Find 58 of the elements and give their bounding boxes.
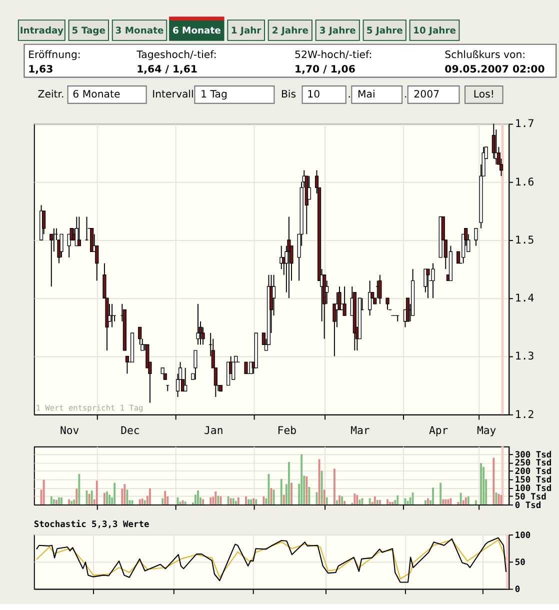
- x-tick-label: Nov: [60, 424, 80, 438]
- x-tick-label: Dec: [120, 424, 140, 438]
- text: Bis: [280, 90, 296, 101]
- y-tick-label: 50 Tsd: [514, 492, 546, 502]
- chart-title: Stochastic 5,3,3 Werte: [34, 518, 150, 530]
- text: .: [404, 90, 408, 101]
- y-tick-label: 1.5: [514, 233, 534, 246]
- text: 2 Jahre: [272, 26, 308, 37]
- text: Tageshoch/-tief:: [136, 50, 217, 61]
- y-tick-label: 1.6: [514, 175, 534, 188]
- text: 52W-hoch/-tief:: [294, 50, 372, 61]
- text: 1 Jahr: [230, 26, 262, 37]
- y-tick-label: 0: [514, 585, 520, 596]
- text: 5 Tage: [72, 26, 106, 37]
- x-tick-label: May: [476, 424, 496, 438]
- text: Intervall: [152, 90, 194, 101]
- annotation: 1 Wert entspricht 1 Tag: [36, 404, 144, 413]
- text: 1,70 / 1,06: [294, 64, 356, 76]
- text: Eröffnung:: [28, 50, 81, 61]
- text: Zeitr.: [38, 90, 64, 101]
- candlestick: [184, 367, 188, 392]
- x-tick-label: Mar: [350, 424, 370, 438]
- text: 3 Jahre: [319, 26, 356, 37]
- text: 10: [307, 90, 320, 101]
- candlestick: [77, 216, 81, 246]
- candlestick: [474, 228, 478, 246]
- candlestick: [194, 350, 198, 380]
- y-tick-label: 0 Tsd: [514, 500, 542, 511]
- y-tick-label: 50: [514, 558, 526, 568]
- y-tick-label: 100: [514, 530, 531, 541]
- candlestick: [95, 245, 99, 282]
- text: 1,64 / 1,61: [136, 64, 198, 76]
- candlestick: [386, 298, 390, 310]
- y-tick-label: 1.3: [514, 350, 534, 363]
- x-tick-label: Jan: [204, 424, 224, 438]
- text: 2007: [414, 90, 440, 101]
- text: .: [348, 90, 352, 101]
- y-tick-label: 1.7: [514, 117, 534, 130]
- text: 1 Tag: [200, 90, 228, 101]
- y-tick-label: 1.2: [514, 408, 534, 421]
- text: 10 Jahre: [413, 26, 456, 37]
- text: 6 Monate: [172, 26, 221, 37]
- text: 1,63: [28, 64, 54, 76]
- text: 09.05.2007 02:00: [444, 64, 545, 76]
- candlestick: [90, 228, 94, 252]
- text: 6 Monate: [72, 90, 120, 101]
- text: Los!: [473, 90, 494, 101]
- text: Mai: [357, 90, 376, 101]
- text: Intraday: [20, 26, 64, 37]
- y-tick-label: 1.4: [514, 292, 534, 305]
- candlestick: [272, 274, 276, 316]
- x-tick-label: Apr: [428, 424, 448, 438]
- x-tick-label: Feb: [277, 424, 297, 438]
- y-tick-label: 300 Tsd: [514, 450, 552, 460]
- text: 3 Monate: [115, 26, 164, 37]
- text: Schlußkurs von:: [444, 50, 526, 61]
- candlestick: [138, 326, 142, 346]
- text: 5 Jahre: [366, 26, 403, 37]
